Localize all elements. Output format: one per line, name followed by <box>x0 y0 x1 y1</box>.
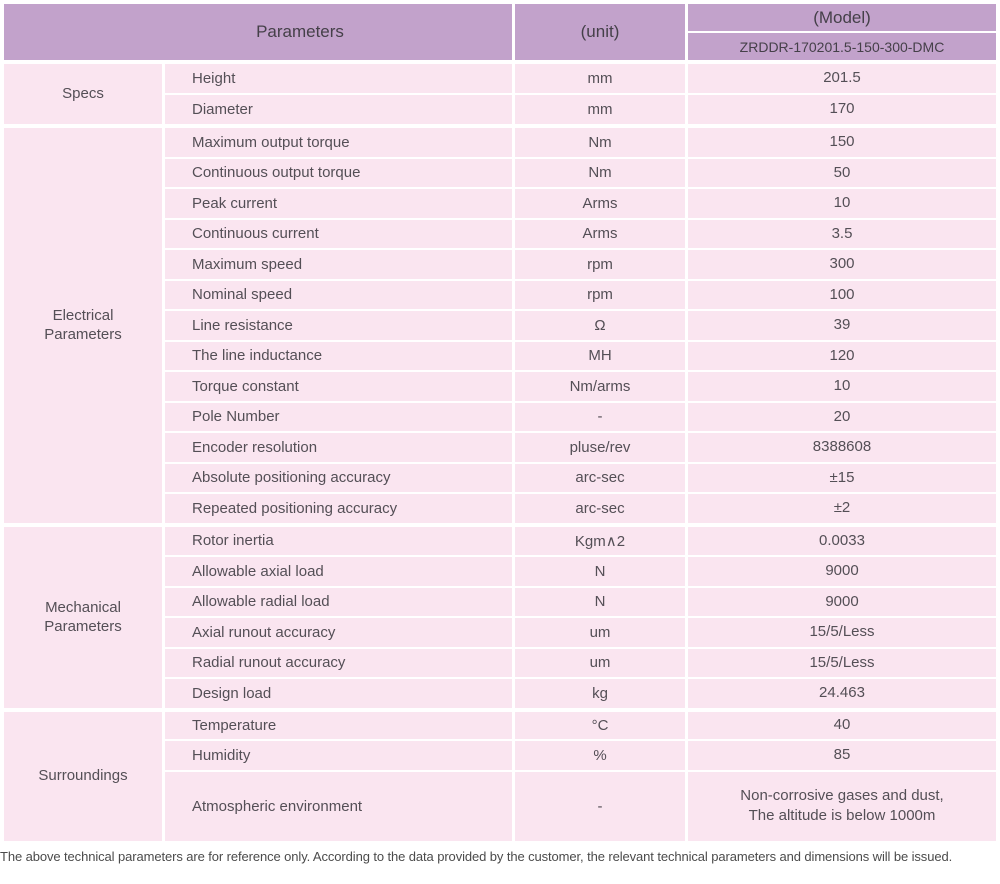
model-label: (Model) <box>688 4 996 31</box>
param-cell: Continuous output torque <box>165 158 512 187</box>
value-cell: 170 <box>688 95 996 124</box>
param-cell: Radial runout accuracy <box>165 648 512 677</box>
value-line-1: Non-corrosive gases and dust, <box>740 786 944 804</box>
param-cell: Peak current <box>165 189 512 218</box>
value-cell: 201.5 <box>688 64 996 93</box>
param-cell: Diameter <box>165 95 512 124</box>
unit-cell: °C <box>515 711 685 739</box>
unit-cell: N <box>515 557 685 586</box>
value-cell: 15/5/Less <box>688 618 996 647</box>
param-cell: Repeated positioning accuracy <box>165 494 512 523</box>
unit-cell: Ω <box>515 311 685 340</box>
param-cell: Maximum speed <box>165 250 512 279</box>
value-line-2: The altitude is below 1000m <box>748 807 936 824</box>
param-cell: Allowable radial load <box>165 587 512 616</box>
section-surroundings: Surroundings Temperature °C 40 Humidity … <box>4 711 996 841</box>
value-cell: 150 <box>688 128 996 157</box>
param-cell: Line resistance <box>165 311 512 340</box>
parameters-column-header: Parameters <box>4 4 512 60</box>
unit-cell: pluse/rev <box>515 433 685 462</box>
section-label: Specs <box>4 64 162 124</box>
unit-cell: mm <box>515 95 685 124</box>
param-cell: Absolute positioning accuracy <box>165 463 512 492</box>
value-cell: 15/5/Less <box>688 648 996 677</box>
unit-cell: Nm/arms <box>515 372 685 401</box>
param-cell: Torque constant <box>165 372 512 401</box>
unit-cell: arc-sec <box>515 463 685 492</box>
model-number: ZRDDR-170201.5-150-300-DMC <box>688 33 996 60</box>
unit-cell: rpm <box>515 280 685 309</box>
value-cell: ±15 <box>688 463 996 492</box>
param-cell: The line inductance <box>165 341 512 370</box>
param-cell: Allowable axial load <box>165 557 512 586</box>
value-cell: ±2 <box>688 494 996 523</box>
value-cell: 50 <box>688 158 996 187</box>
value-cell: 24.463 <box>688 679 996 708</box>
unit-cell: Nm <box>515 128 685 157</box>
unit-cell: - <box>515 402 685 431</box>
unit-cell: MH <box>515 341 685 370</box>
value-cell: 39 <box>688 311 996 340</box>
footnote: The above technical parameters are for r… <box>0 849 953 864</box>
value-cell: 10 <box>688 372 996 401</box>
param-cell: Design load <box>165 679 512 708</box>
unit-cell: % <box>515 740 685 770</box>
parameters-table: Parameters (unit) (Model) ZRDDR-170201.5… <box>4 4 996 841</box>
unit-cell: Nm <box>515 158 685 187</box>
model-column-header: (Model) ZRDDR-170201.5-150-300-DMC <box>688 4 996 60</box>
unit-cell: kg <box>515 679 685 708</box>
unit-cell: um <box>515 618 685 647</box>
value-cell: 20 <box>688 402 996 431</box>
section-electrical-parameters: Electrical Parameters Maximum output tor… <box>4 128 996 523</box>
unit-column-header: (unit) <box>515 4 685 60</box>
param-cell: Encoder resolution <box>165 433 512 462</box>
value-cell: 0.0033 <box>688 526 996 555</box>
value-cell: 120 <box>688 341 996 370</box>
value-cell: 10 <box>688 189 996 218</box>
value-cell: 9000 <box>688 587 996 616</box>
value-cell: Non-corrosive gases and dust, The altitu… <box>688 771 996 841</box>
param-cell: Rotor inertia <box>165 526 512 555</box>
param-cell: Humidity <box>165 740 512 770</box>
section-label: Electrical Parameters <box>4 128 162 523</box>
unit-cell: um <box>515 648 685 677</box>
param-cell: Temperature <box>165 711 512 739</box>
value-cell: 300 <box>688 250 996 279</box>
value-cell: 9000 <box>688 557 996 586</box>
section-specs: Specs Height mm 201.5 Diameter mm 170 <box>4 64 996 124</box>
param-cell: Atmospheric environment <box>165 771 512 841</box>
value-cell: 40 <box>688 711 996 739</box>
section-mechanical-parameters: Mechanical Parameters Rotor inertia Kgm∧… <box>4 526 996 708</box>
section-label: Surroundings <box>4 711 162 841</box>
param-cell: Axial runout accuracy <box>165 618 512 647</box>
section-label: Mechanical Parameters <box>4 526 162 708</box>
unit-cell: mm <box>515 64 685 93</box>
unit-cell: N <box>515 587 685 616</box>
table-header: Parameters (unit) (Model) ZRDDR-170201.5… <box>4 4 996 60</box>
unit-cell: Kgm∧2 <box>515 526 685 555</box>
value-cell: 8388608 <box>688 433 996 462</box>
unit-cell: rpm <box>515 250 685 279</box>
param-cell: Height <box>165 64 512 93</box>
value-cell: 3.5 <box>688 219 996 248</box>
value-cell: 85 <box>688 740 996 770</box>
unit-cell: - <box>515 771 685 841</box>
unit-cell: Arms <box>515 189 685 218</box>
value-cell: 100 <box>688 280 996 309</box>
param-cell: Maximum output torque <box>165 128 512 157</box>
unit-cell: arc-sec <box>515 494 685 523</box>
unit-cell: Arms <box>515 219 685 248</box>
param-cell: Continuous current <box>165 219 512 248</box>
param-cell: Pole Number <box>165 402 512 431</box>
param-cell: Nominal speed <box>165 280 512 309</box>
